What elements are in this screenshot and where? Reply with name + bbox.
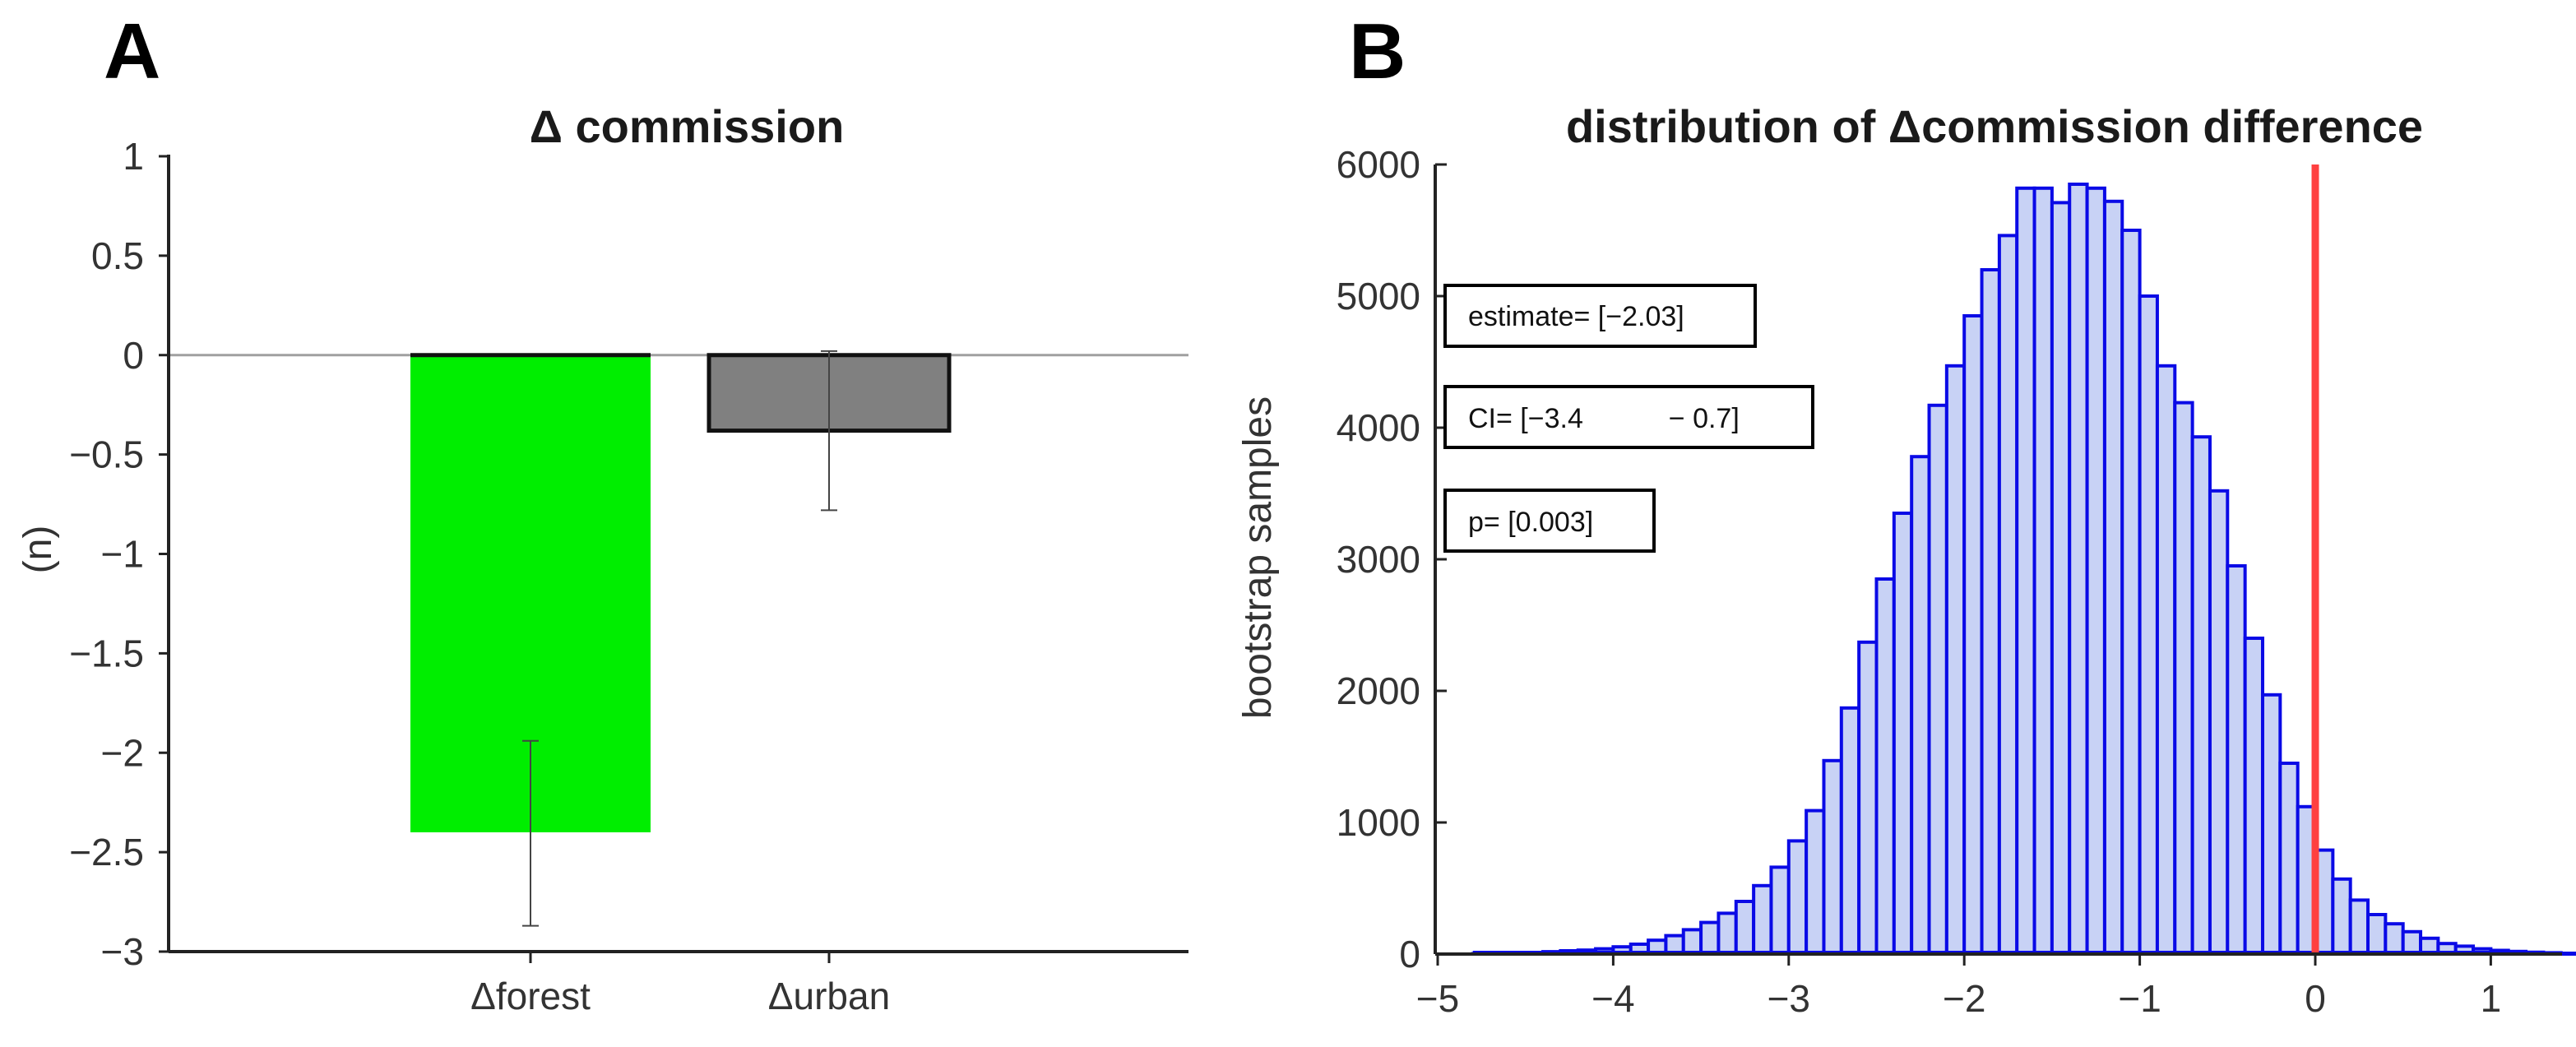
- ci-box: CI= [−3.4 − 0.7]: [1443, 385, 1814, 449]
- panel-a-y-ticks: 1 0.5 0 −0.5 −1 −1.5 −2 −2.5 −3: [69, 135, 169, 973]
- y-tick-label: −1: [101, 533, 144, 576]
- panel-b-histogram-bars: [1471, 183, 2576, 957]
- histogram-bar: [1839, 706, 1861, 956]
- histogram-bar: [2138, 294, 2159, 956]
- x-tick-label: −2: [1943, 977, 1985, 1020]
- histogram-bar: [1857, 640, 1879, 956]
- panel-a-ylabel: (n): [16, 526, 60, 574]
- y-tick-label: −3: [101, 930, 144, 973]
- x-tick-label: −1: [2118, 977, 2161, 1020]
- y-tick-label: 2000: [1337, 669, 1420, 712]
- histogram-bar: [2085, 186, 2106, 957]
- histogram-bar: [2068, 183, 2089, 956]
- histogram-bar: [2050, 201, 2072, 956]
- histogram-bar: [2243, 637, 2264, 956]
- histogram-bar: [2348, 898, 2370, 957]
- x-tick-label: −3: [1768, 977, 1810, 1020]
- x-tick-label: Δurban: [768, 975, 890, 1017]
- panel-b-y-ticks: 0 1000 2000 3000 4000 5000 6000: [1337, 143, 1447, 975]
- y-tick-label: −2: [101, 731, 144, 774]
- x-tick-label: −4: [1591, 977, 1634, 1020]
- histogram-bar: [2384, 922, 2405, 956]
- panel-a-title: Δ commission: [530, 100, 845, 152]
- histogram-bar: [1805, 808, 1826, 956]
- y-tick-label: 0: [1399, 933, 1420, 975]
- panel-b: B distribution of Δcommission difference…: [1236, 7, 2576, 1020]
- histogram-bar: [1910, 455, 1931, 956]
- y-tick-label: 3000: [1337, 538, 1420, 581]
- histogram-bar: [1786, 839, 1809, 957]
- histogram-bar: [2032, 186, 2054, 957]
- y-tick-label: 0.5: [91, 234, 144, 277]
- panel-b-letter: B: [1349, 7, 1406, 95]
- histogram-bar: [1752, 883, 1773, 957]
- histogram-bar: [1769, 865, 1791, 957]
- x-tick-label: Δforest: [470, 975, 591, 1017]
- histogram-bar: [1717, 911, 1738, 957]
- histogram-bar: [2190, 435, 2212, 956]
- p-value-box: p= [0.003]: [1443, 489, 1656, 553]
- histogram-bar: [2102, 199, 2124, 957]
- y-tick-label: 0: [123, 334, 144, 377]
- histogram-bar: [2278, 762, 2300, 956]
- y-tick-label: 1: [123, 135, 144, 178]
- x-tick-label: 1: [2481, 977, 2502, 1020]
- panel-a: A Δ commission (n) 1 0.5 0 −0.5 −1 −1.5 −2 −2.5…: [16, 7, 1188, 1017]
- histogram-bar: [2208, 489, 2230, 956]
- y-tick-label: −1.5: [69, 632, 144, 674]
- x-tick-label: 0: [2305, 977, 2326, 1020]
- histogram-bar: [1997, 234, 2019, 956]
- histogram-bar: [2015, 186, 2036, 957]
- histogram-bar: [1874, 577, 1896, 956]
- histogram-bar: [2173, 401, 2194, 957]
- panel-a-axes: [167, 155, 1188, 953]
- y-tick-label: 6000: [1337, 143, 1420, 186]
- ci-text: CI= [−3.4 − 0.7]: [1468, 403, 1740, 434]
- y-tick-label: −2.5: [69, 831, 144, 873]
- y-tick-label: 4000: [1337, 406, 1420, 449]
- histogram-bar: [1734, 900, 1756, 956]
- y-tick-label: −0.5: [69, 433, 144, 476]
- p-value-text: p= [0.003]: [1468, 507, 1593, 538]
- histogram-bar: [2260, 693, 2282, 956]
- estimate-box: estimate= [−2.03]: [1443, 284, 1757, 348]
- histogram-bar: [2401, 929, 2423, 957]
- histogram-bar: [1892, 512, 1914, 956]
- y-tick-label: 5000: [1337, 275, 1420, 317]
- panel-b-ylabel: bootstrap samples: [1236, 396, 1280, 719]
- y-tick-label: 1000: [1337, 801, 1420, 844]
- histogram-bar: [1822, 758, 1843, 956]
- panel-a-bars: [410, 353, 952, 832]
- histogram-bar: [2559, 952, 2576, 957]
- histogram-bar: [2331, 877, 2352, 957]
- histogram-bar: [1927, 403, 1948, 956]
- histogram-bar: [1980, 268, 2001, 956]
- panel-b-title: distribution of Δcommission difference: [1566, 100, 2423, 152]
- histogram-bar: [2366, 913, 2388, 956]
- estimate-text: estimate= [−2.03]: [1468, 301, 1684, 332]
- panel-a-error-bars: [522, 350, 837, 927]
- histogram-bar: [2120, 229, 2142, 956]
- panel-a-letter: A: [104, 7, 160, 95]
- histogram-bar: [1681, 928, 1703, 957]
- x-tick-label: −5: [1416, 977, 1459, 1020]
- histogram-bar: [2155, 364, 2177, 956]
- histogram-bar: [1962, 314, 1984, 956]
- histogram-bar: [1944, 364, 1967, 956]
- panel-a-x-ticks: Δforest Δurban: [470, 952, 890, 1017]
- panel-b-x-ticks: −5 −4 −3 −2 −1 0 1: [1416, 954, 2501, 1020]
- histogram-bar: [2226, 564, 2247, 956]
- histogram-bar: [1699, 920, 1721, 956]
